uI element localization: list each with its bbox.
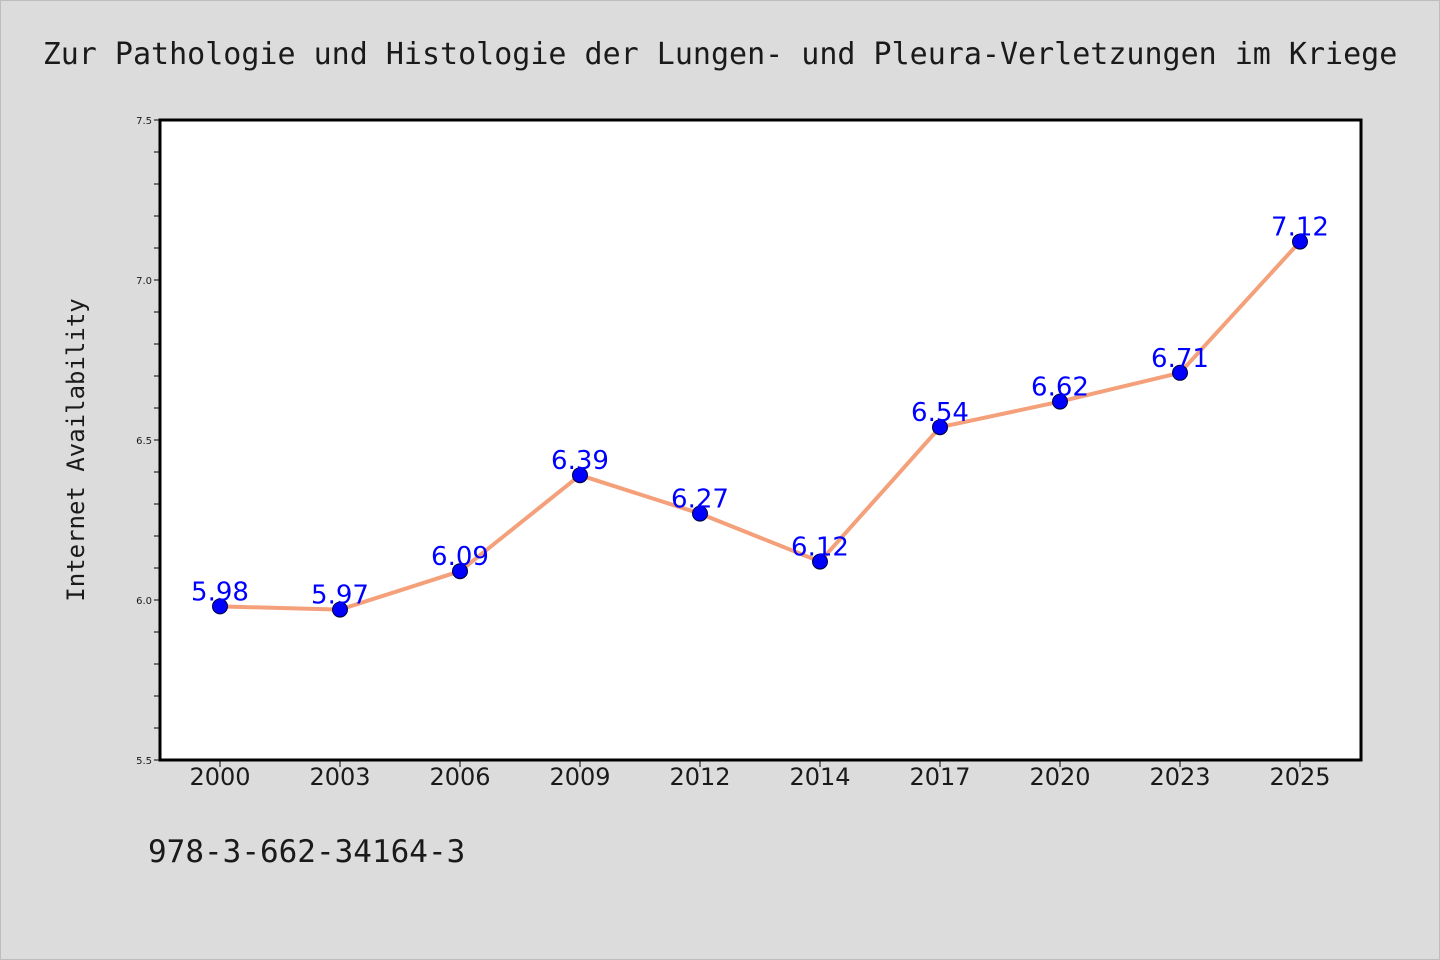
data-point-marker <box>1172 364 1188 381</box>
data-label: 6.09 <box>431 542 489 572</box>
data-label: 6.39 <box>551 446 609 476</box>
data-point-marker <box>1052 393 1068 410</box>
x-tick-label: 2009 <box>549 763 610 791</box>
isbn-code: 978-3-662-34164-3 <box>148 834 466 870</box>
data-label: 6.71 <box>1151 344 1209 374</box>
x-tick-label: 2017 <box>909 763 970 791</box>
y-tick-label: 5.5 <box>136 756 152 767</box>
y-tick-label: 6.0 <box>136 596 152 607</box>
data-point-marker <box>932 419 948 436</box>
data-label: 5.97 <box>311 581 369 611</box>
x-tick-label: 2000 <box>189 763 250 791</box>
y-tick-label: 7.0 <box>136 276 152 287</box>
data-label: 7.12 <box>1271 213 1329 243</box>
data-point-marker <box>812 553 828 570</box>
data-label: 6.27 <box>671 485 729 515</box>
x-tick-label: 2025 <box>1269 763 1330 791</box>
data-point-marker <box>572 467 588 484</box>
y-tick-label: 6.5 <box>136 436 152 447</box>
x-tick-label: 2006 <box>429 763 490 791</box>
data-point-marker <box>452 563 468 580</box>
x-tick-label: 2014 <box>789 763 850 791</box>
x-tick-label: 2023 <box>1149 763 1210 791</box>
data-point-marker <box>692 505 708 522</box>
chart-title: Zur Pathologie und Histologie der Lungen… <box>43 37 1398 72</box>
data-label: 5.98 <box>191 577 249 607</box>
y-tick-label: 7.5 <box>136 116 152 127</box>
y-axis: 5.5 6.0 6.5 7.0 7.5 <box>136 116 160 767</box>
x-axis: 2000 2003 2006 2009 2012 2014 2017 2020 2023 2025 <box>189 760 1331 791</box>
x-tick-label: 2020 <box>1029 763 1090 791</box>
data-label-group: 5.98 5.97 6.09 6.39 6.27 6.12 6.54 6.62 6.71 7.12 <box>191 213 1329 611</box>
series-line <box>218 239 1302 612</box>
data-point-marker <box>1292 233 1308 250</box>
data-point-marker <box>212 598 228 615</box>
plot-area <box>158 118 1363 762</box>
x-tick-label: 2003 <box>309 763 370 791</box>
x-tick-label: 2012 <box>669 763 730 791</box>
marker-group <box>212 233 1308 618</box>
series-line-group <box>218 239 1302 612</box>
data-label: 6.54 <box>911 398 969 428</box>
data-point-marker <box>332 601 348 618</box>
y-axis-label: Internet Availability <box>62 298 90 601</box>
data-label: 6.12 <box>791 533 849 563</box>
data-label: 6.62 <box>1031 373 1089 403</box>
